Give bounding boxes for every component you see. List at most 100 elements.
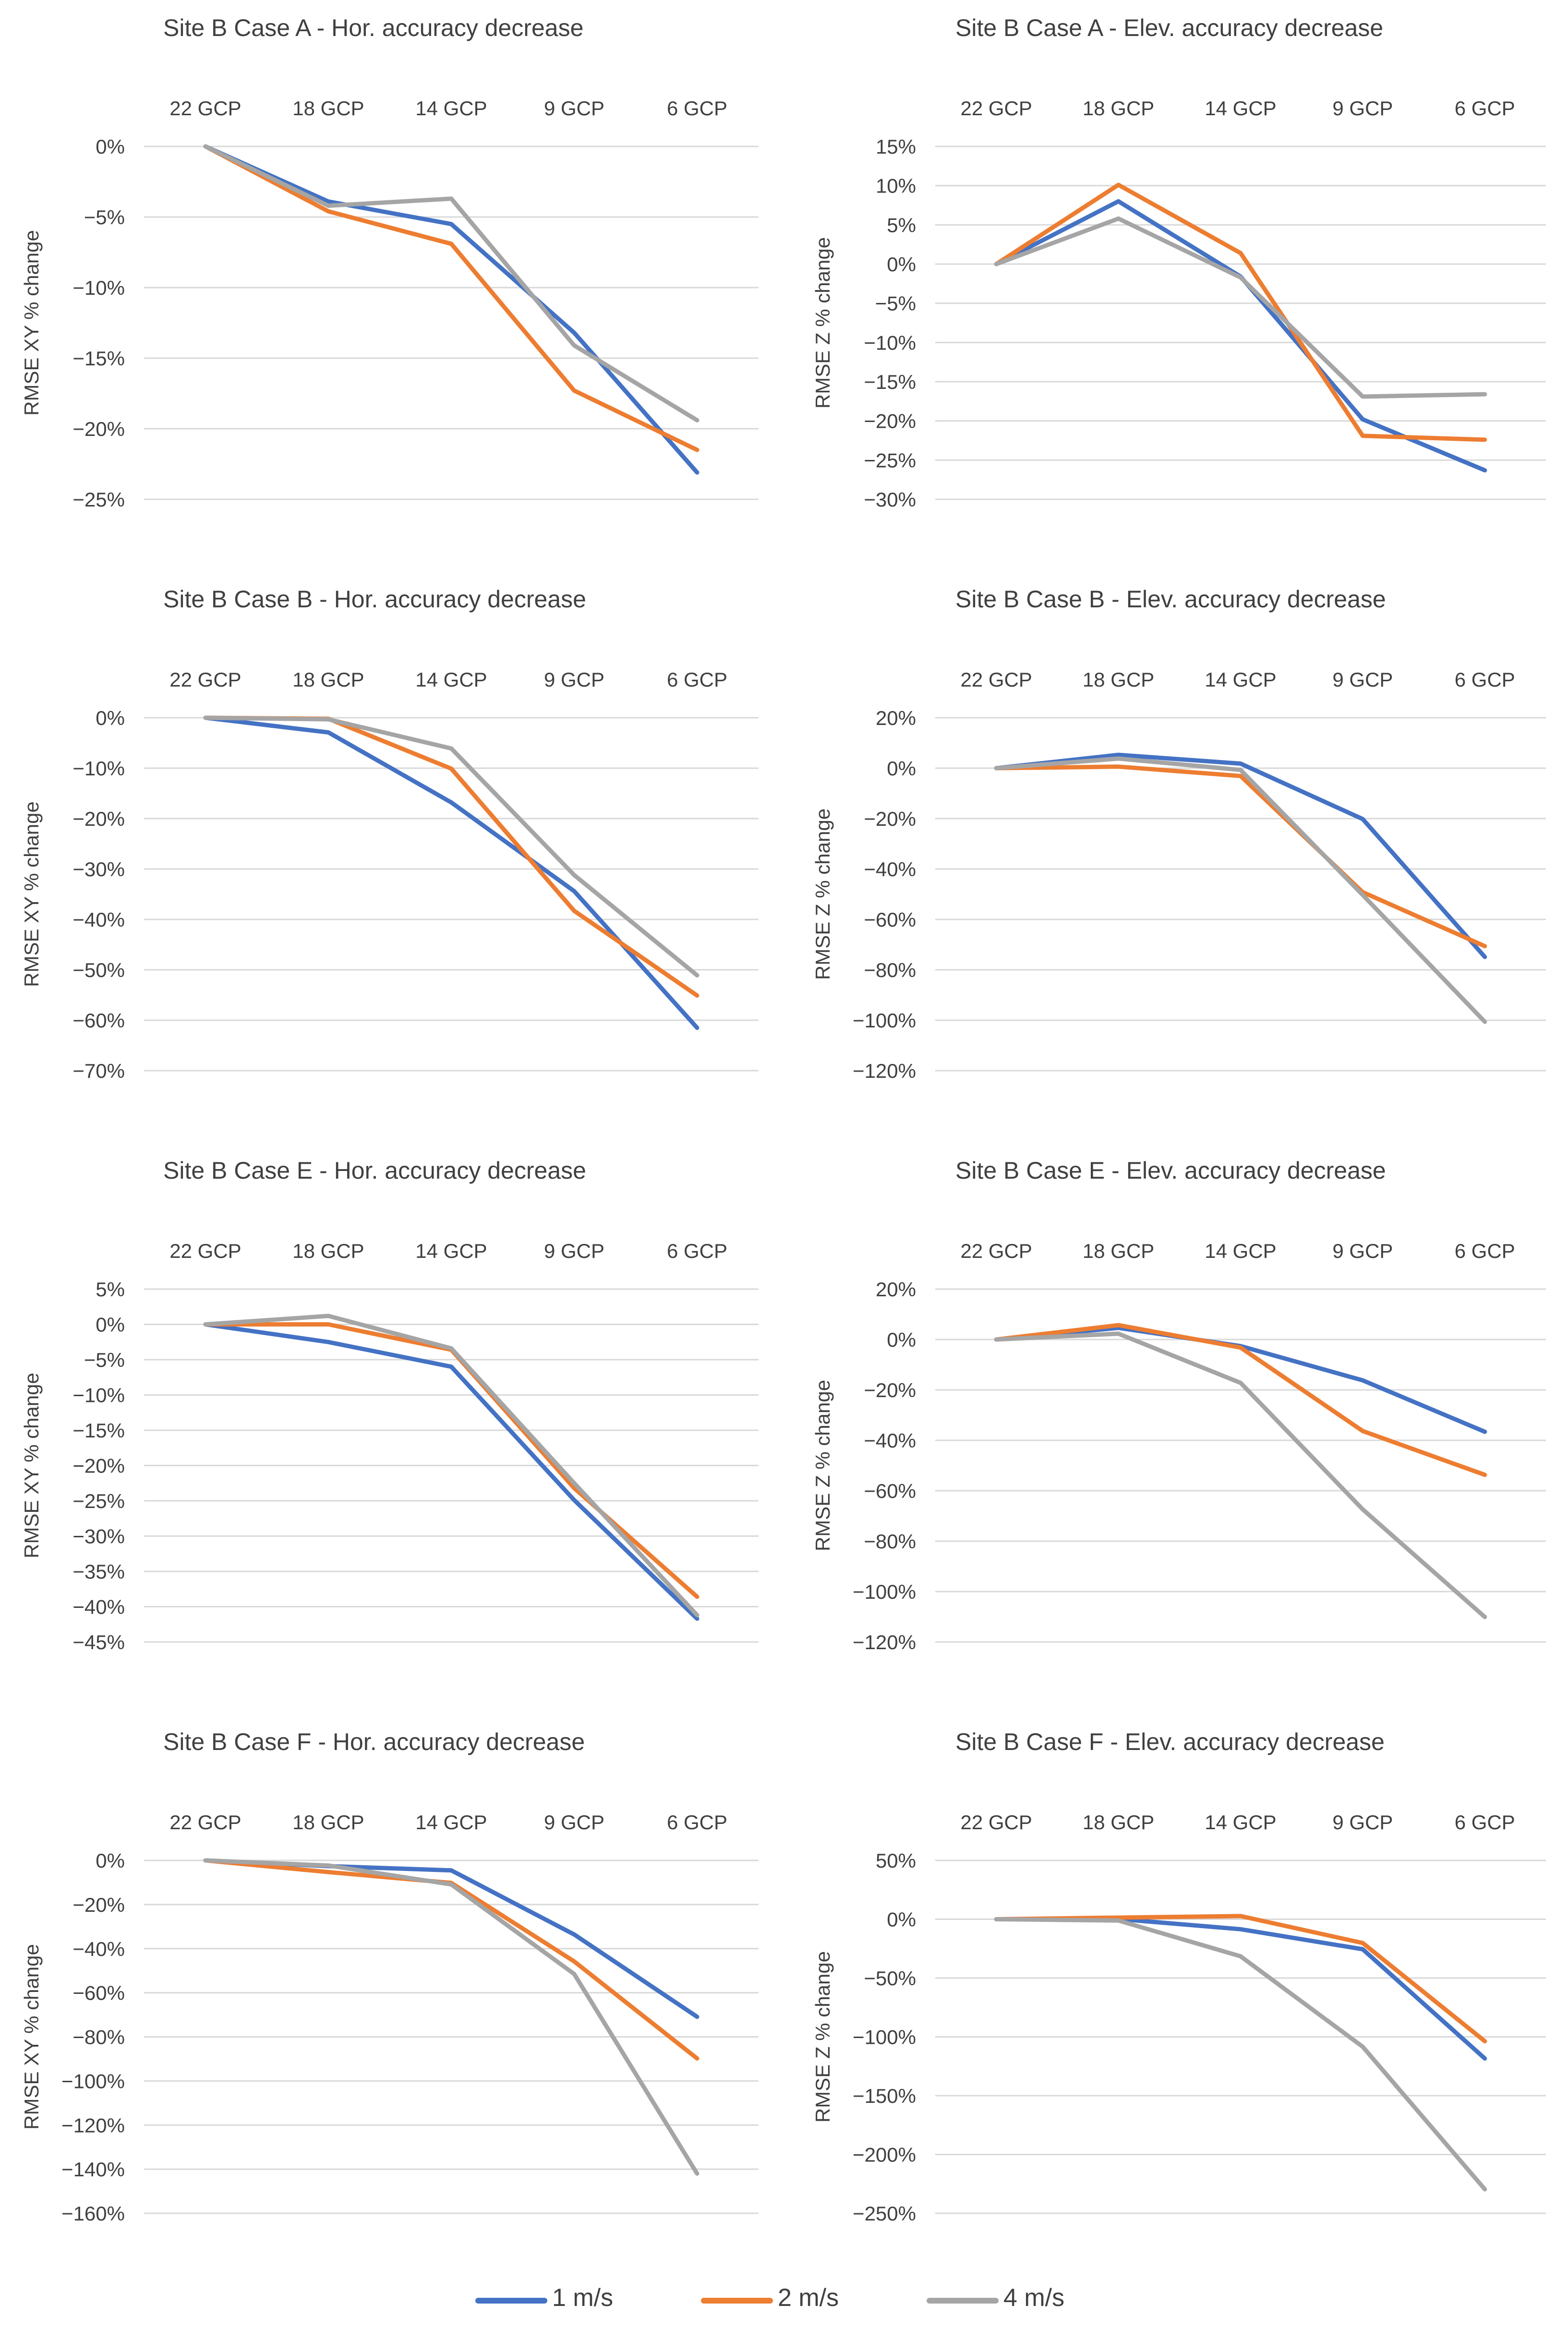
- x-category-label: 9 GCP: [544, 1240, 604, 1262]
- y-tick-label: −60%: [864, 1480, 916, 1502]
- series-line-4ms: [994, 756, 1487, 1024]
- y-tick-label: −45%: [72, 1631, 125, 1653]
- x-category-label: 9 GCP: [1332, 1240, 1393, 1262]
- y-tick-label: −120%: [853, 1631, 916, 1653]
- x-category-label: 9 GCP: [544, 1811, 604, 1834]
- x-category-label: 14 GCP: [415, 1811, 487, 1834]
- y-tick-label: −10%: [864, 331, 916, 354]
- series-line-1ms: [203, 1322, 700, 1621]
- x-category-label: 6 GCP: [667, 1240, 727, 1262]
- legend-swatch-1ms: [475, 2298, 547, 2304]
- series-line-4ms: [994, 1917, 1487, 2192]
- y-tick-label: −20%: [72, 1455, 125, 1477]
- x-category-label: 6 GCP: [667, 97, 727, 120]
- y-tick-label: 0%: [887, 253, 916, 276]
- x-category-label: 22 GCP: [169, 668, 241, 691]
- series-line-1ms: [994, 1326, 1487, 1434]
- y-tick-label: −5%: [875, 292, 916, 315]
- chart-title: Site B Case F - Elev. accuracy decrease: [955, 1728, 1385, 1755]
- y-tick-label: 0%: [887, 1328, 916, 1351]
- y-tick-label: −25%: [72, 488, 125, 511]
- x-category-label: 6 GCP: [1455, 97, 1515, 120]
- x-category-label: 6 GCP: [1455, 668, 1515, 691]
- y-tick-label: −20%: [864, 410, 916, 433]
- x-category-label: 18 GCP: [1083, 97, 1154, 120]
- series-line-4ms: [203, 1858, 700, 2176]
- y-tick-label: 0%: [887, 1908, 916, 1931]
- series-line-4ms: [203, 715, 700, 977]
- y-tick-label: −15%: [72, 1419, 125, 1442]
- legend: 1 m/s 2 m/s 4 m/s: [0, 2276, 1568, 2324]
- series-line-4ms: [203, 144, 700, 422]
- chart-panel-2: Site B Case A - Elev. accuracy decrease 1…: [811, 14, 1546, 511]
- series-line-1ms: [994, 199, 1487, 473]
- x-category-label: 6 GCP: [667, 668, 727, 691]
- series-line-2ms: [994, 764, 1487, 949]
- chart-panel-6: Site B Case E - Elev. accuracy decrease 2…: [811, 1157, 1546, 1653]
- y-axis-label: RMSE Z % change: [811, 809, 834, 980]
- series-line-1ms: [203, 715, 700, 1030]
- y-axis-label: RMSE XY % change: [20, 1944, 43, 2130]
- y-tick-label: −60%: [72, 1009, 125, 1032]
- x-category-label: 6 GCP: [1455, 1811, 1515, 1834]
- y-tick-label: 10%: [876, 175, 916, 197]
- y-axis-label: RMSE Z % change: [811, 1380, 834, 1551]
- y-tick-label: −20%: [72, 418, 125, 440]
- series-line-1ms: [994, 752, 1487, 959]
- x-category-label: 18 GCP: [292, 668, 364, 691]
- y-tick-label: −10%: [72, 757, 125, 780]
- y-tick-label: −30%: [72, 1525, 125, 1548]
- x-category-label: 18 GCP: [1083, 668, 1154, 691]
- x-category-label: 18 GCP: [292, 1240, 364, 1262]
- y-axis-label: RMSE XY % change: [20, 1373, 43, 1558]
- x-category-label: 22 GCP: [960, 97, 1032, 120]
- chart-panel-7: Site B Case F - Hor. accuracy decrease 0%…: [20, 1728, 759, 2225]
- y-tick-label: −30%: [864, 488, 916, 511]
- y-tick-label: −80%: [72, 2026, 125, 2049]
- chart-title: Site B Case A - Elev. accuracy decrease: [955, 14, 1383, 41]
- y-tick-label: −100%: [61, 2070, 125, 2092]
- x-category-label: 14 GCP: [1205, 1811, 1276, 1834]
- series-line-2ms: [994, 182, 1487, 442]
- x-category-label: 22 GCP: [169, 97, 241, 120]
- chart-title: Site B Case F - Hor. accuracy decrease: [163, 1728, 585, 1755]
- y-tick-label: −20%: [72, 1894, 125, 1916]
- y-tick-label: −40%: [72, 1938, 125, 1960]
- y-tick-label: −40%: [864, 1429, 916, 1452]
- y-tick-label: −5%: [84, 1349, 125, 1371]
- y-axis-label: RMSE Z % change: [811, 237, 834, 409]
- chart-title: Site B Case B - Elev. accuracy decrease: [955, 586, 1386, 613]
- y-tick-label: −160%: [61, 2202, 125, 2225]
- x-category-label: 9 GCP: [544, 97, 604, 120]
- legend-swatch-4ms: [927, 2298, 999, 2304]
- chart-title: Site B Case E - Hor. accuracy decrease: [163, 1157, 586, 1184]
- y-tick-label: 0%: [887, 757, 916, 780]
- y-tick-label: −150%: [853, 2085, 916, 2107]
- chart-panel-4: Site B Case B - Elev. accuracy decrease 2…: [811, 586, 1546, 1082]
- y-tick-label: −100%: [853, 1009, 916, 1032]
- y-tick-label: −5%: [84, 206, 125, 229]
- series-line-1ms: [203, 144, 700, 475]
- legend-label-4ms: 4 m/s: [1003, 2284, 1065, 2312]
- y-tick-label: −40%: [864, 858, 916, 881]
- x-category-label: 18 GCP: [292, 97, 364, 120]
- y-tick-label: 20%: [876, 707, 916, 729]
- x-category-label: 9 GCP: [1332, 1811, 1393, 1834]
- y-tick-label: −15%: [864, 371, 916, 393]
- y-tick-label: −80%: [864, 1530, 916, 1553]
- x-category-label: 14 GCP: [415, 97, 487, 120]
- y-tick-label: −30%: [72, 858, 125, 881]
- y-tick-label: −10%: [72, 1384, 125, 1407]
- y-axis-label: RMSE Z % change: [811, 1951, 834, 2123]
- y-tick-label: −20%: [864, 808, 916, 830]
- series-line-1ms: [994, 1917, 1487, 2061]
- x-category-label: 9 GCP: [1332, 97, 1393, 120]
- x-category-label: 9 GCP: [1332, 668, 1393, 691]
- legend-swatch-2ms: [701, 2298, 773, 2304]
- y-tick-label: −20%: [72, 808, 125, 830]
- y-tick-label: 50%: [876, 1849, 916, 1872]
- y-tick-label: −120%: [853, 1060, 916, 1082]
- y-tick-label: −50%: [864, 1967, 916, 1990]
- series-line-2ms: [994, 1323, 1487, 1477]
